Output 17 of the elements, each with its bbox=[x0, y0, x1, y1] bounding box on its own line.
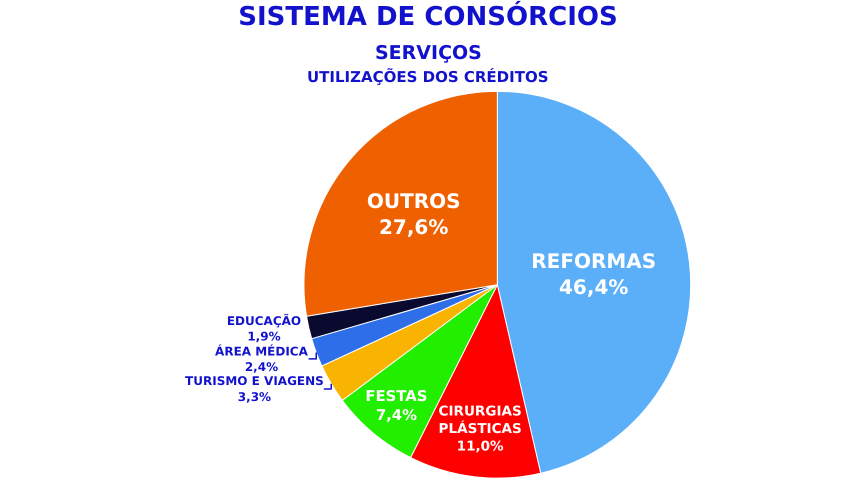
data-label: 7,4% bbox=[376, 406, 418, 424]
slice-label: FESTAS bbox=[365, 386, 428, 405]
slice-label: REFORMAS bbox=[531, 248, 656, 273]
chart-title: SISTEMA DE CONSÓRCIOS bbox=[238, 0, 618, 32]
data-label: 11,0% bbox=[456, 438, 504, 454]
slice-label: EDUCAÇÃO bbox=[226, 312, 302, 328]
slice-label: OUTROS bbox=[366, 188, 461, 213]
chart-subtitle: SERVIÇOS bbox=[375, 42, 482, 64]
data-label: 3,3% bbox=[238, 390, 272, 404]
slice-label: CIRURGIAS PLÁSTICAS bbox=[438, 403, 522, 437]
data-label: 1,9% bbox=[247, 330, 281, 344]
data-label: 46,4% bbox=[559, 274, 628, 299]
text: UTILIZAÇÕES DOS CRÉDITOS bbox=[307, 68, 549, 86]
data-label: 2,4% bbox=[244, 360, 278, 374]
slice-label: ÁREA MÉDICA bbox=[215, 344, 309, 359]
slice-label: TURISMO E VIAGENS bbox=[185, 374, 324, 388]
data-label: 27,6% bbox=[378, 214, 448, 239]
